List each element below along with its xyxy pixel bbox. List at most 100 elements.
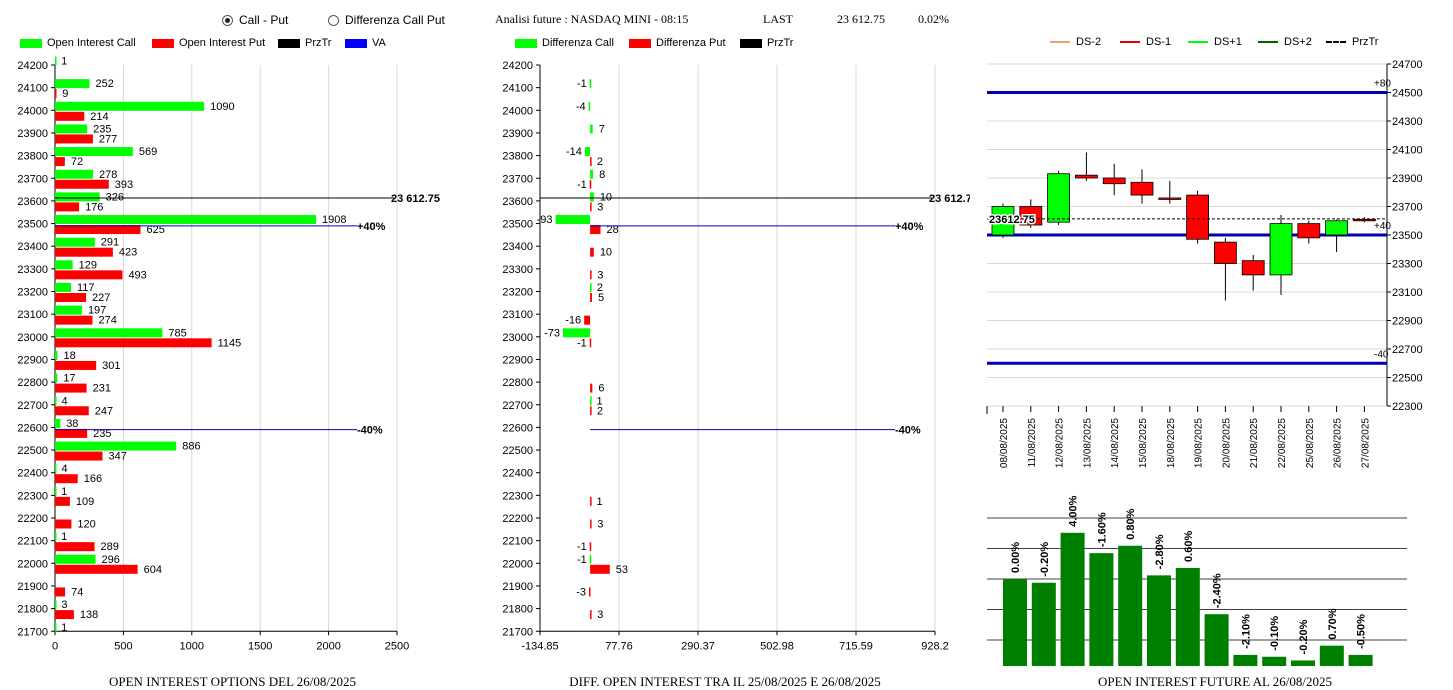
bar-value-label: 3: [61, 599, 67, 611]
x-tick-label: 1500: [248, 640, 272, 652]
call-bar: [55, 124, 88, 134]
strike-label: 22400: [502, 468, 533, 480]
y-tick-label: 23500: [1392, 230, 1423, 242]
date-label: 18/08/2025: [1166, 418, 1177, 468]
legend-swatch: [152, 38, 174, 48]
radio-differenza[interactable]: Differenza Call Put: [328, 13, 445, 27]
call-bar: [55, 373, 58, 383]
put-bar: [590, 496, 592, 506]
bar-value-label: 53: [616, 564, 628, 576]
strike-label: 22600: [502, 422, 533, 434]
bar-value-label: 1145: [218, 337, 242, 349]
strike-label: 22500: [502, 445, 533, 457]
bar-value-label: -4: [576, 101, 586, 113]
price-line-label: 23612.75: [989, 214, 1035, 226]
legend-diff-prztr: PrzTr: [740, 37, 793, 49]
strike-label: 23100: [502, 309, 533, 321]
strike-label: 23000: [17, 332, 48, 344]
call-bar: [55, 486, 57, 496]
legend-oi-call: Open Interest Call: [20, 37, 136, 49]
va-line-label: +40%: [357, 221, 386, 233]
legend-swatch: [515, 38, 537, 48]
candle-body: [1186, 194, 1210, 240]
bar-value-label: 4: [62, 463, 68, 475]
va-line-label: -40%: [895, 425, 921, 437]
legend-swatch: [20, 38, 42, 48]
y-tick-label: 22300: [1392, 401, 1423, 413]
bar-value-label: -1: [577, 179, 587, 191]
oi-future-bar: [1175, 567, 1200, 666]
call-bar: [55, 305, 82, 315]
legend-oi-put: Open Interest Put: [152, 37, 265, 49]
call-bar: [55, 192, 100, 202]
va-line-label: +40%: [895, 221, 924, 233]
ds-line-label: +40: [1374, 221, 1391, 232]
oi-options-chart: 0 500 1000 1500 2000 2500 24200 24100 24000 23900…: [17, 56, 440, 653]
put-bar: [55, 111, 85, 121]
bar-value-label: 247: [95, 405, 113, 417]
y-tick-label: 24500: [1392, 88, 1423, 100]
x-tick-label: 928.2: [921, 640, 949, 652]
call-bar: [589, 554, 592, 564]
legend-label: Differenza Put: [656, 37, 726, 49]
strike-label: 22900: [502, 354, 533, 366]
call-bar: [584, 147, 591, 157]
bar-value-label: 10: [600, 247, 612, 259]
put-bar: [590, 519, 592, 529]
oi-future-bar: [1319, 645, 1344, 666]
candle-body: [1102, 177, 1126, 185]
date-label: 08/08/2025: [999, 418, 1010, 468]
bar-value-label: 120: [77, 519, 95, 531]
diff-oi-chart: -134.85 77.76 290.37 502.98 715.59 928.2 24200…: [502, 60, 970, 652]
date-label: 20/08/2025: [1221, 418, 1232, 468]
legend-ds-1: DS-1: [1120, 36, 1171, 48]
y-tick-label: 23300: [1392, 259, 1423, 271]
oi-future-bar: [1003, 579, 1027, 666]
bar-value-label: 214: [90, 111, 108, 123]
radio-differenza-label: Differenza Call Put: [345, 13, 445, 27]
bar-value-label: 423: [119, 247, 137, 259]
radio-call-put[interactable]: Call - Put: [222, 13, 288, 27]
strike-label: 22800: [17, 377, 48, 389]
call-bar: [590, 124, 593, 134]
put-bar: [55, 134, 93, 144]
put-bar: [55, 474, 78, 484]
bar-value-label: -3: [576, 586, 586, 598]
strike-label: 24100: [17, 83, 48, 95]
header-last-label: LAST: [763, 12, 793, 26]
put-bar: [55, 564, 138, 574]
strike-label: 23200: [17, 287, 48, 299]
put-bar: [55, 451, 103, 461]
bar-value-label: -2.10%: [1240, 614, 1252, 649]
strike-label: 22300: [502, 490, 533, 502]
legend-diff-call: Differenza Call: [515, 37, 614, 49]
bar-value-label: -0.20%: [1298, 619, 1310, 654]
candlestick-chart: 24700 24500 24300 24100 23900 23700 23500 23300…: [986, 59, 1423, 468]
put-bar: [55, 406, 89, 416]
header-change: 0.02%: [918, 12, 949, 26]
strike-label: 22700: [17, 400, 48, 412]
date-label: 26/08/2025: [1333, 418, 1344, 468]
oi-future-bar: [1031, 582, 1056, 666]
bar-value-label: 0.80%: [1125, 508, 1137, 539]
date-label: 27/08/2025: [1360, 418, 1371, 468]
bar-value-label: 2: [597, 282, 603, 294]
radio-selected-icon: [222, 14, 233, 26]
put-bar: [584, 315, 591, 325]
strike-label: 23800: [17, 151, 48, 163]
legend-label: Open Interest Call: [47, 37, 136, 49]
put-bar: [55, 383, 87, 393]
date-label: 25/08/2025: [1305, 418, 1316, 468]
bar-value-label: -1: [577, 554, 587, 566]
call-bar: [55, 441, 177, 451]
candle-body: [1352, 218, 1376, 222]
call-bar: [55, 237, 95, 247]
bar-value-label: 569: [139, 146, 157, 158]
strike-label: 24200: [502, 60, 533, 72]
bar-value-label: 3: [597, 609, 603, 621]
legend-swatch: [629, 38, 651, 48]
bar-value-label: 6: [598, 383, 604, 395]
strike-label: 24200: [17, 60, 48, 72]
strike-label: 22000: [502, 558, 533, 570]
put-bar: [55, 519, 72, 529]
